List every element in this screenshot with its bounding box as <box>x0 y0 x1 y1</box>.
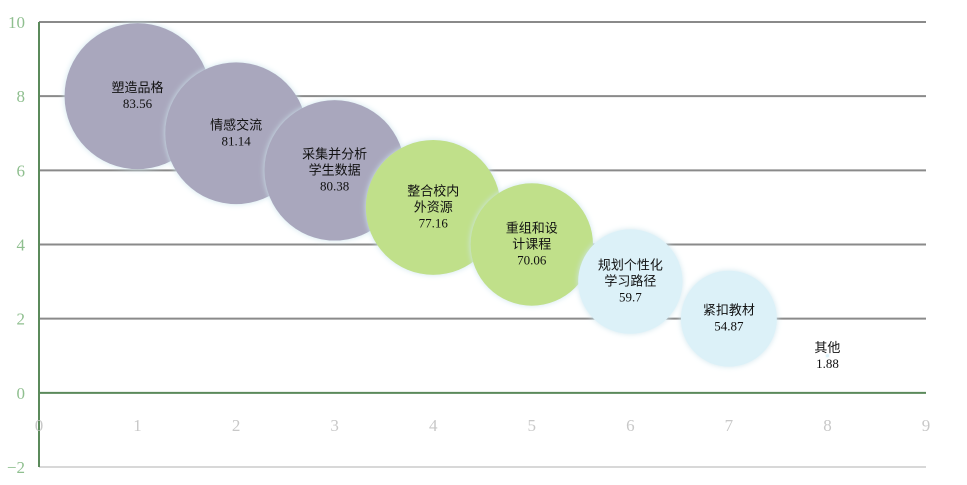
bubble-7 <box>680 270 777 367</box>
x-tick-label: 8 <box>823 416 832 435</box>
bubble-6 <box>578 229 683 334</box>
x-tick-label: 3 <box>330 416 339 435</box>
x-tick-label: 9 <box>922 416 931 435</box>
bubble-category-label: 其他 <box>814 341 840 356</box>
bubble-category-label: 学生数据 <box>309 162 361 178</box>
y-tick-label: 6 <box>17 161 26 180</box>
y-tick-label: 8 <box>17 87 26 106</box>
y-tick-label: 4 <box>17 236 26 255</box>
y-tick-label: 0 <box>17 384 26 403</box>
bubble-category-label: 计课程 <box>512 238 551 253</box>
bubble-category-label: 学习路径 <box>604 274 656 290</box>
x-tick-label: 5 <box>528 416 537 435</box>
bubble-category-label: 采集并分析 <box>302 146 367 162</box>
y-tick-label: 10 <box>8 13 25 32</box>
bubble-value-label: 70.06 <box>517 253 547 268</box>
bubble-8 <box>825 354 830 358</box>
y-tick-label: −2 <box>7 458 25 477</box>
bubble-category-label: 情感交流 <box>210 117 262 133</box>
bubble-value-label: 1.88 <box>816 356 839 371</box>
bubble-category-label: 塑造品格 <box>112 80 164 96</box>
x-tick-label: 7 <box>725 416 734 435</box>
x-tick-label: 2 <box>232 416 241 435</box>
x-tick-label: 0 <box>35 416 44 435</box>
axes: −2 0 2 4 6 8 10 0 1 2 3 4 5 6 7 8 9 <box>7 13 930 477</box>
bubble-value-label: 54.87 <box>714 319 744 334</box>
bubble-value-label: 59.7 <box>619 290 642 305</box>
x-tick-label: 1 <box>133 416 142 435</box>
bubble-5 <box>470 183 593 306</box>
bubble-4 <box>365 140 501 275</box>
bubble-value-label: 83.56 <box>123 96 153 111</box>
bubble-category-label: 紧扣教材 <box>703 303 755 319</box>
x-tick-label: 6 <box>626 416 635 435</box>
y-tick-label: 2 <box>17 310 26 329</box>
bubble-category-label: 整合校内 <box>407 183 459 199</box>
bubble-category-label: 规划个性化 <box>598 259 663 274</box>
bubble-value-label: 77.16 <box>419 215 449 230</box>
bubble-category-label: 外资源 <box>414 200 453 215</box>
bubble-value-label: 80.38 <box>320 178 349 193</box>
bubble-category-label: 重组和设 <box>506 221 558 237</box>
x-tick-label: 4 <box>429 416 438 435</box>
bubbles <box>64 23 830 367</box>
bubble-value-label: 81.14 <box>221 133 251 148</box>
